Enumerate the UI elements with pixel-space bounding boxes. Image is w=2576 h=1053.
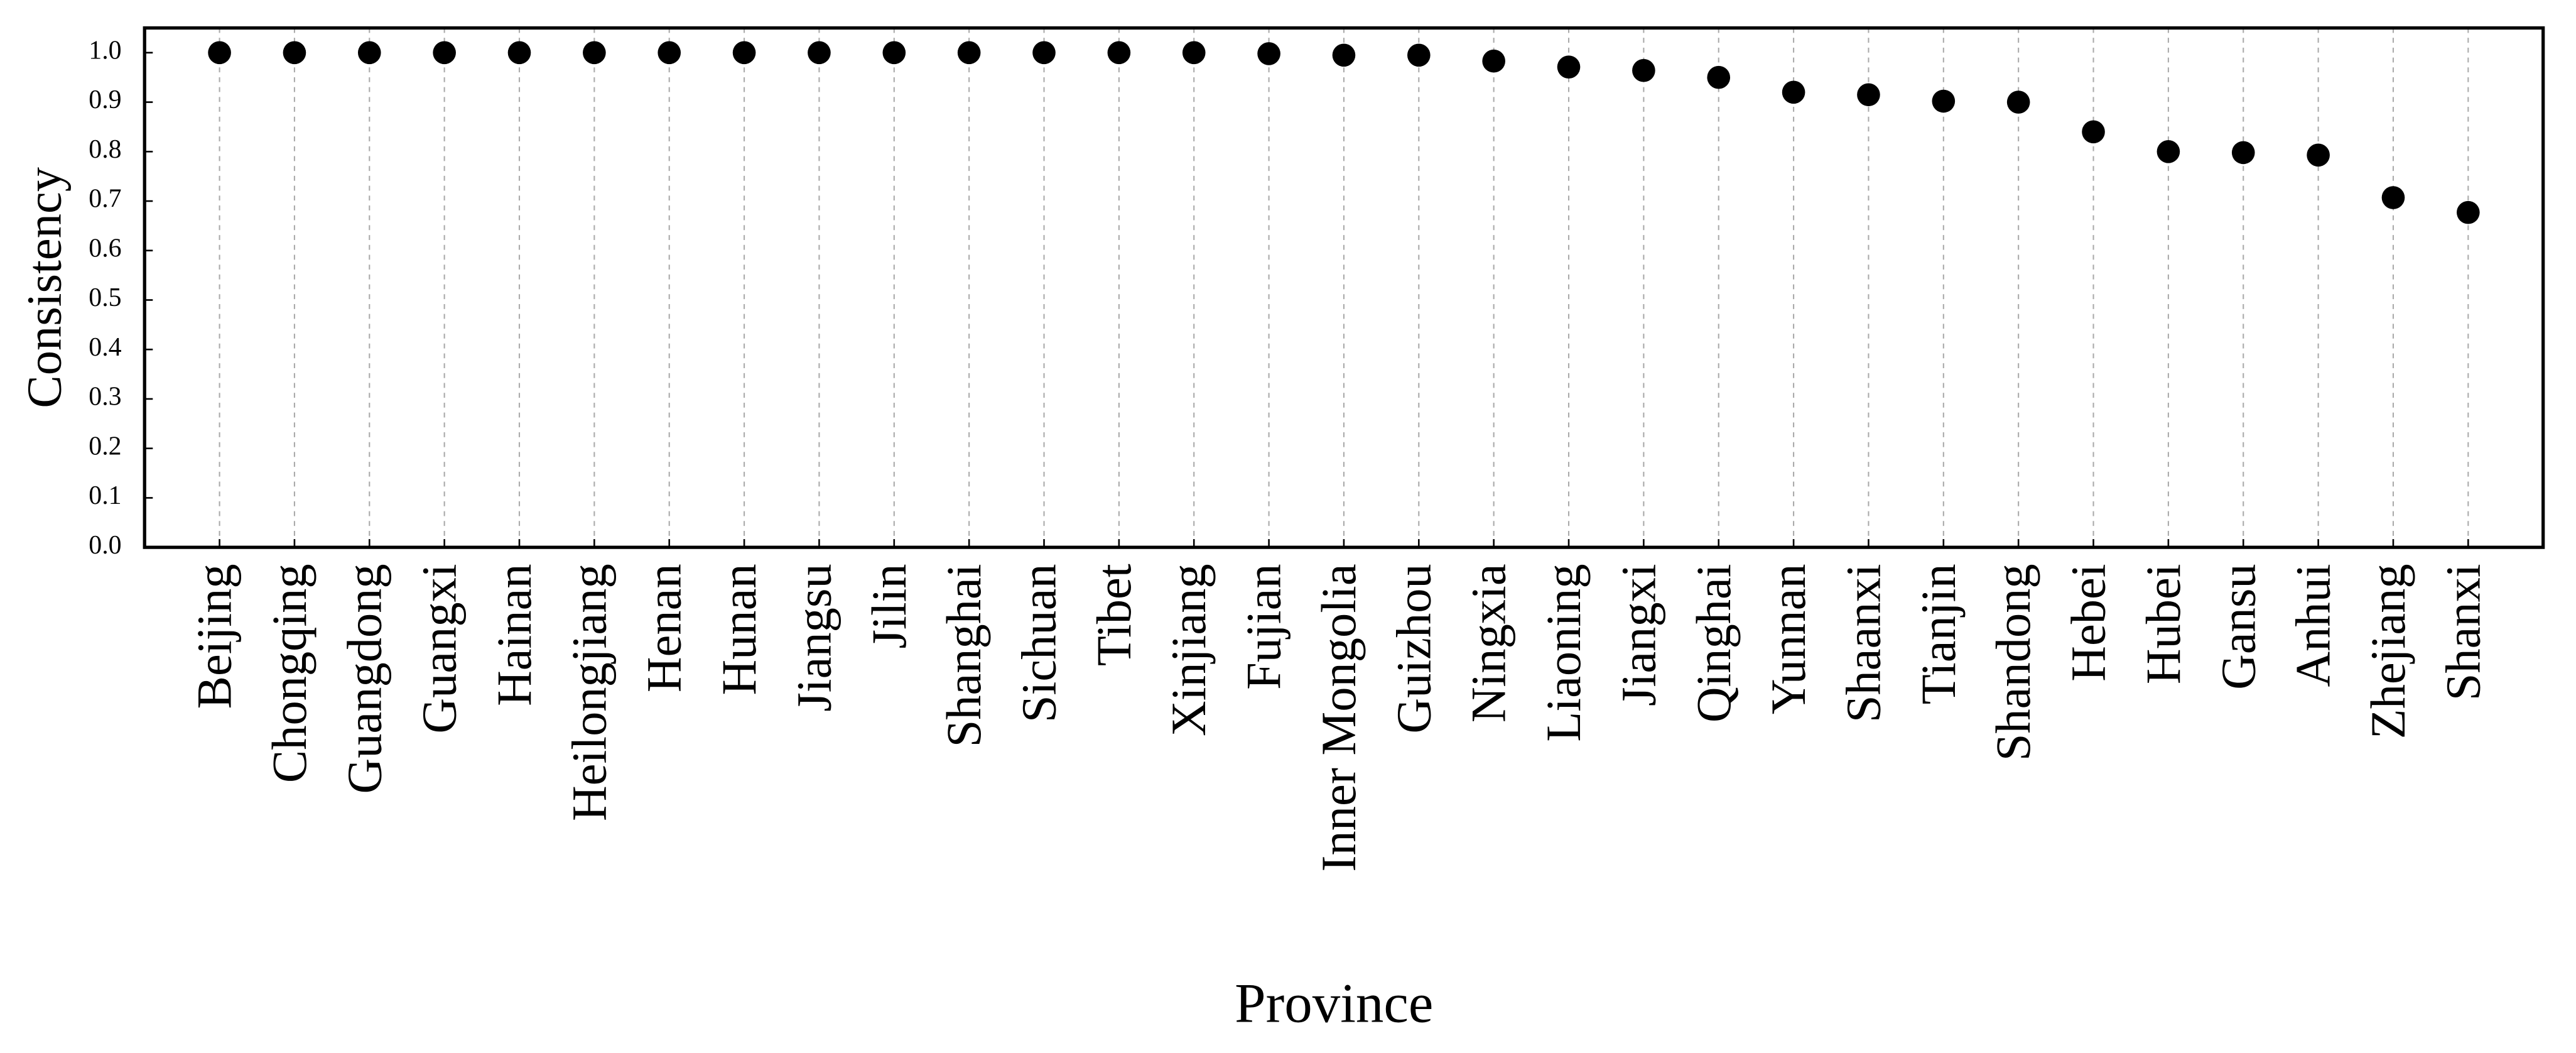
point: [2381, 186, 2405, 209]
point: [1932, 89, 1956, 113]
point: [433, 41, 456, 65]
x-tick-label: Xinjiang: [1161, 564, 1216, 736]
x-tick-label: Gansu: [2211, 564, 2265, 690]
point: [583, 41, 606, 65]
x-tick-label: Liaoning: [1536, 564, 1591, 741]
x-tick-label: Henan: [637, 564, 691, 692]
y-tick-label: 0.3: [89, 383, 121, 412]
x-tick-label: Sichuan: [1012, 564, 1066, 723]
x-tick-label: Jilin: [862, 564, 916, 648]
y-tick-label: 0.1: [89, 481, 121, 510]
point: [1557, 55, 1581, 79]
point: [1782, 80, 1805, 104]
x-tick-label: Anhui: [2286, 564, 2341, 687]
x-tick-label: Qinghai: [1686, 564, 1741, 723]
point: [2231, 141, 2255, 165]
x-tick-label: Beijing: [187, 564, 242, 709]
x-tick-label: Hubei: [2136, 564, 2190, 684]
x-tick-label: Shanxi: [2435, 564, 2490, 701]
point: [2082, 120, 2105, 144]
point: [2006, 90, 2030, 114]
y-tick-label: 0.2: [89, 432, 121, 461]
point: [1407, 43, 1431, 67]
plot-frame: [143, 26, 2545, 549]
x-tick-label: Fujian: [1237, 564, 1291, 690]
x-tick-label: Jiangsu: [786, 564, 841, 711]
x-tick-label: Ningxia: [1461, 564, 1516, 723]
point: [2307, 143, 2330, 167]
x-tick-label: Hunan: [712, 564, 766, 695]
y-axis-title: Consistency: [16, 167, 71, 408]
point: [507, 41, 531, 65]
y-tick-label: 1.0: [89, 36, 121, 65]
point: [658, 41, 681, 65]
point: [283, 41, 306, 65]
x-tick-label: Guangxi: [412, 564, 467, 733]
x-axis-title: Province: [1235, 973, 1433, 1035]
y-tick-label: 0.4: [89, 333, 121, 362]
point: [2157, 139, 2180, 163]
x-tick-label: Zhejiang: [2361, 564, 2415, 739]
x-tick-label: Chongqing: [262, 564, 317, 783]
point: [1182, 41, 1206, 65]
x-tick-label: Shaanxi: [1836, 564, 1890, 723]
point: [882, 41, 906, 65]
x-tick-label: Yunnan: [1761, 564, 1816, 714]
x-tick-label: Heilongjiang: [561, 564, 616, 821]
y-tick-label: 0.7: [89, 185, 121, 214]
x-tick-label: Shanghai: [936, 564, 991, 747]
point: [808, 41, 831, 65]
point: [1032, 41, 1056, 65]
point: [1707, 65, 1731, 89]
point: [957, 41, 981, 65]
y-tick-label: 0.5: [89, 283, 121, 312]
point: [1857, 83, 1880, 107]
point: [732, 41, 756, 65]
point: [2457, 200, 2480, 224]
y-tick-label: 0.0: [89, 531, 121, 560]
x-tick-label: Jiangxi: [1611, 564, 1665, 706]
x-tick-label: Tibet: [1086, 564, 1141, 666]
x-tick-label: Inner Mongolia: [1311, 564, 1366, 871]
x-tick-label: Guizhou: [1386, 564, 1441, 733]
point: [1632, 58, 1655, 82]
point: [1332, 43, 1356, 67]
x-tick-label: Shandong: [1986, 564, 2040, 761]
x-tick-label: Tianjin: [1911, 564, 1966, 704]
y-tick-label: 0.8: [89, 135, 121, 164]
point: [1107, 41, 1131, 65]
x-tick-label: Guangdong: [337, 564, 391, 794]
point: [208, 41, 231, 65]
x-tick-label: Hainan: [487, 564, 541, 706]
point: [357, 41, 381, 65]
point: [1482, 49, 1505, 73]
x-tick-label: Hebei: [2061, 564, 2116, 681]
point: [1257, 42, 1280, 65]
y-tick-label: 0.6: [89, 234, 121, 263]
y-tick-label: 0.9: [89, 85, 121, 114]
